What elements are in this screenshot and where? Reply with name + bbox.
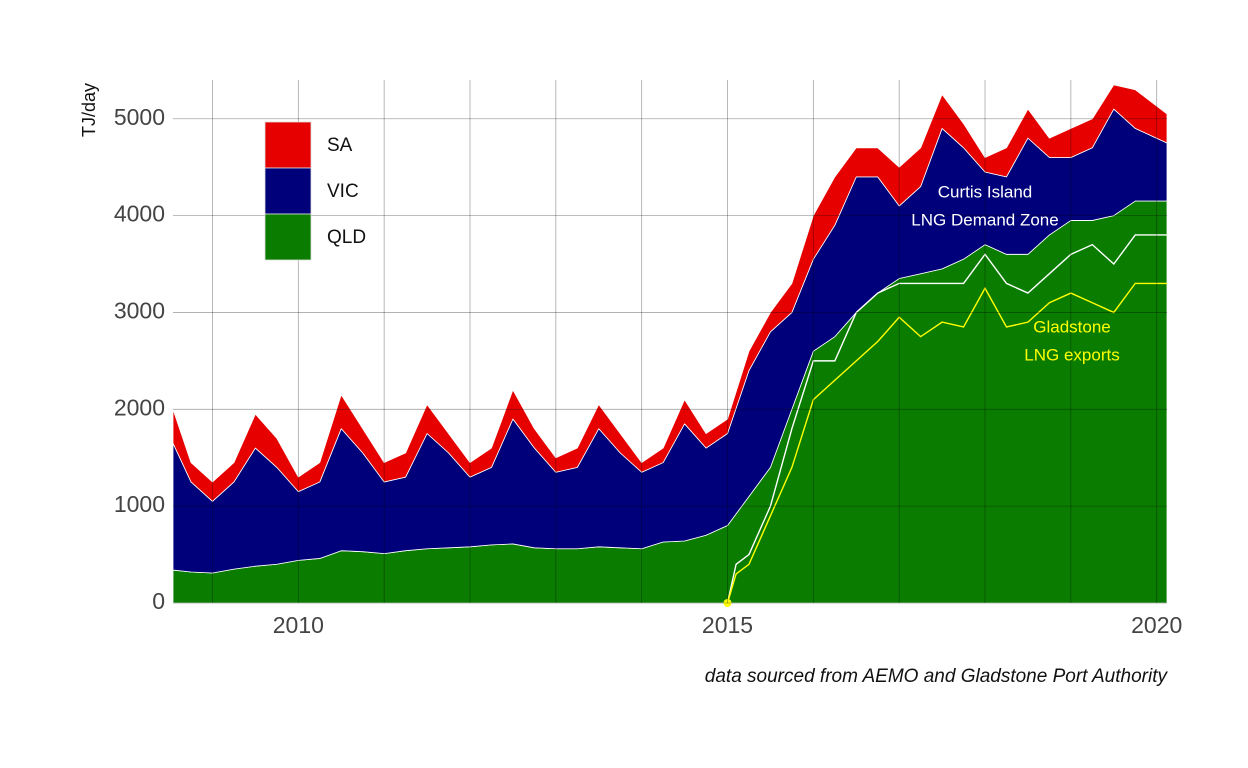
legend-swatch: [264, 121, 312, 169]
legend-label: SA: [327, 135, 353, 156]
annotation: LNG Demand Zone: [911, 210, 1058, 229]
start-marker: [723, 599, 732, 607]
legend-swatch: [264, 167, 312, 215]
y-tick-label: 2000: [114, 394, 165, 420]
y-tick-label: 5000: [114, 104, 165, 130]
y-tick-label: 3000: [114, 298, 165, 324]
line: [726, 282, 1167, 604]
x-tick-label: 2010: [273, 612, 324, 638]
legend-label: QLD: [327, 227, 366, 248]
legend-swatch: [264, 213, 312, 261]
y-tick-label: 4000: [114, 201, 165, 227]
y-tick-label: 0: [152, 588, 165, 614]
annotation: Curtis Island: [938, 182, 1032, 201]
x-tick-label: 2020: [1131, 612, 1182, 638]
y-axis-label: TJ/day: [79, 83, 99, 137]
area: [172, 84, 1168, 502]
x-tick-label: 2015: [702, 612, 753, 638]
line: [726, 234, 1167, 604]
annotation: LNG exports: [1024, 345, 1119, 364]
source-note: data sourced from AEMO and Gladstone Por…: [705, 666, 1169, 687]
annotation: Gladstone: [1033, 317, 1111, 336]
legend-label: VIC: [327, 181, 359, 202]
y-tick-label: 1000: [114, 491, 165, 517]
